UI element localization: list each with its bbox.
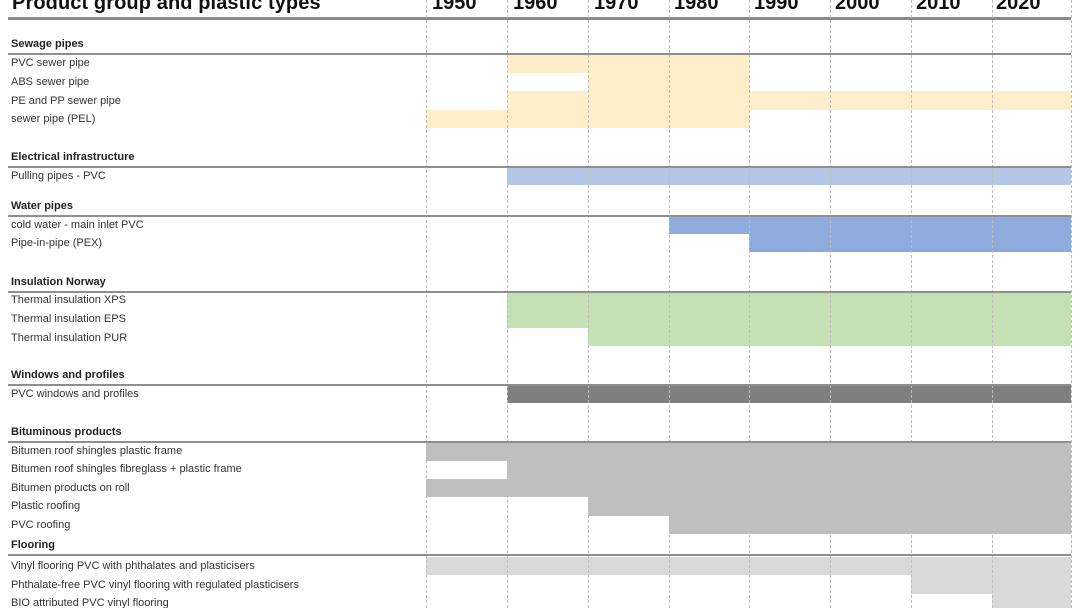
row-label: BIO attributed PVC vinyl flooring — [11, 597, 169, 608]
group-divider-water — [8, 215, 1071, 217]
group-divider-flooring — [8, 554, 1071, 556]
row-label: cold water - main inlet PVC — [11, 219, 144, 231]
row-label: PVC windows and profiles — [11, 388, 139, 400]
bar-pulling-pipes-pvc — [507, 168, 1071, 185]
group-divider-insulation — [8, 291, 1071, 293]
group-title-water-pipes: Water pipes — [11, 200, 73, 212]
row-label: Bitumen products on roll — [11, 482, 130, 494]
bar-vinyl-flooring-phthalates — [426, 557, 911, 575]
gridline-end — [1071, 0, 1072, 608]
year-label-1990: 1990 — [754, 0, 799, 14]
gridline-1980 — [669, 0, 670, 608]
row-label: Thermal insulation EPS — [11, 313, 126, 325]
year-label-1950: 1950 — [432, 0, 477, 14]
chart-title: Product group and plastic types — [12, 0, 321, 14]
bar-flooring-2020 — [992, 557, 1071, 608]
group-divider-windows — [8, 384, 1071, 386]
row-label: ABS sewer pipe — [11, 76, 90, 88]
row-label: PVC sewer pipe — [11, 57, 90, 69]
bar-insulation-1970-plus — [588, 293, 1071, 346]
bar-bituminous-1970 — [588, 443, 669, 516]
group-title-insulation-norway: Insulation Norway — [11, 276, 106, 288]
bar-pvc-sewer-pipe — [507, 55, 588, 73]
bar-pe-pp-sewer-pipe — [749, 91, 1071, 110]
row-label: Pipe-in-pipe (PEX) — [11, 237, 103, 249]
row-label: Bitumen roof shingles plastic frame — [11, 445, 183, 457]
gridline-1960 — [507, 0, 508, 608]
row-label: Vinyl flooring PVC with phthalates and p… — [11, 560, 255, 572]
bar-cold-water-1980 — [669, 217, 749, 234]
bar-pe-pel-1960 — [507, 91, 588, 128]
row-label: Pulling pipes - PVC — [11, 170, 106, 182]
bar-bituminous-1960 — [507, 443, 588, 497]
group-divider-electrical — [8, 166, 1071, 168]
year-label-2020: 2020 — [996, 0, 1041, 14]
gridline-1950 — [426, 0, 427, 608]
bar-bitumen-roll-1950 — [426, 479, 507, 497]
group-divider-sewage — [8, 53, 1071, 55]
year-label-1980: 1980 — [674, 0, 719, 14]
year-label-2000: 2000 — [835, 0, 880, 14]
row-label: PE and PP sewer pipe — [11, 95, 121, 107]
year-label-2010: 2010 — [916, 0, 961, 14]
bar-sewer-pipe-pel — [426, 110, 507, 128]
row-label: Plastic roofing — [11, 500, 81, 512]
gridline-2010 — [911, 0, 912, 608]
bar-pvc-abs-pe-sewer-1970-1990 — [588, 55, 749, 128]
year-label-1970: 1970 — [594, 0, 639, 14]
row-label: Bitumen roof shingles fibreglass + plast… — [11, 463, 242, 475]
year-label-1960: 1960 — [513, 0, 558, 14]
group-divider-bituminous — [8, 441, 1071, 443]
gridline-1970 — [588, 0, 589, 608]
row-label: Phthalate-free PVC vinyl flooring with r… — [11, 579, 299, 591]
bar-insulation-1960 — [507, 293, 588, 328]
header-divider — [8, 17, 1071, 20]
group-title-electrical-infrastructure: Electrical infrastructure — [11, 151, 135, 163]
group-title-windows-profiles: Windows and profiles — [11, 369, 125, 381]
group-title-bituminous-products: Bituminous products — [11, 426, 122, 438]
gridline-1990 — [749, 0, 750, 608]
bar-pvc-windows-profiles — [507, 386, 1071, 403]
gridline-2000 — [830, 0, 831, 608]
gridline-2020 — [992, 0, 993, 608]
row-label: Thermal insulation XPS — [11, 294, 126, 306]
group-title-flooring: Flooring — [11, 539, 55, 551]
group-title-sewage-pipes: Sewage pipes — [11, 38, 84, 50]
bar-roof-shingles-plastic-1950 — [426, 443, 507, 461]
row-label: sewer pipe (PEL) — [11, 113, 96, 125]
row-label: Thermal insulation PUR — [11, 332, 128, 344]
row-label: PVC roofing — [11, 519, 71, 531]
bar-flooring-2010 — [911, 557, 992, 594]
bar-bituminous-1980-plus — [669, 443, 1071, 534]
bar-water-pipes-1990-plus — [749, 217, 1071, 252]
